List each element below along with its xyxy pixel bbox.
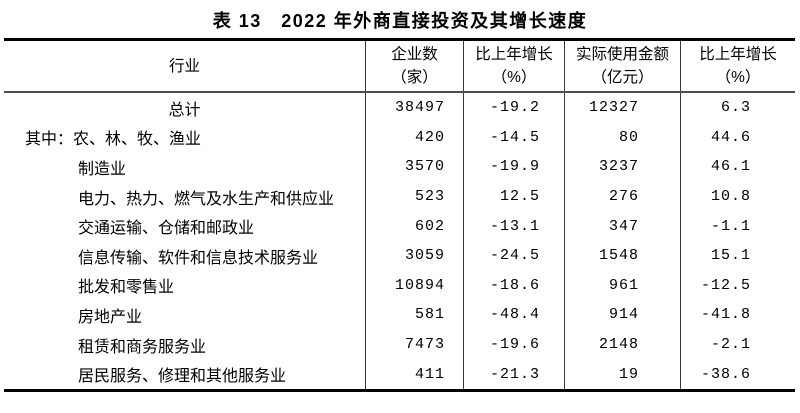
enterprises-growth-value: -18.6	[463, 270, 564, 301]
amount-growth-value: 44.6	[680, 122, 795, 153]
industry-name: 交通运输、仓储和邮政业	[78, 220, 255, 238]
table-row: 信息传输、软件和信息技术服务业 3059 -24.5 1548 15.1	[4, 240, 795, 271]
amount-growth-value: 15.1	[680, 240, 795, 271]
amount-value: 1548	[564, 240, 680, 271]
header-amount-label: 实际使用金额	[575, 46, 669, 63]
industry-name: 房地产业	[78, 308, 143, 326]
amount-value: 276	[564, 181, 680, 212]
header-amount-unit: （亿元）	[591, 69, 654, 86]
table-row: 其中： 农、林、牧、渔业 420 -14.5 80 44.6	[4, 122, 795, 153]
enterprises-value: 7473	[365, 329, 463, 360]
industry-cell: 房地产业	[4, 300, 365, 330]
header-amount-growth: 比上年增长 （%）	[680, 41, 795, 91]
row-prefix: 其中：	[25, 131, 74, 149]
table-row-total: 总计 38497 -19.2 12327 6.3	[4, 93, 795, 123]
header-enterprises-growth-label: 比上年增长	[475, 46, 553, 63]
industry-name: 总计	[168, 101, 201, 119]
table-row: 电力、热力、燃气及水生产和供应业 523 12.5 276 10.8	[4, 181, 795, 212]
industry-cell: 批发和零售业	[4, 271, 365, 301]
amount-growth-value: -41.8	[680, 300, 795, 330]
table-row: 居民服务、修理和其他服务业 411 -21.3 19 -38.6	[4, 359, 795, 389]
amount-growth-value: 10.8	[680, 181, 795, 212]
header-amount: 实际使用金额 （亿元）	[564, 41, 680, 91]
amount-growth-value: 6.3	[680, 93, 795, 123]
amount-value: 2148	[564, 329, 680, 360]
industry-name: 制造业	[78, 160, 127, 178]
enterprises-value: 38497	[365, 93, 463, 123]
amount-growth-value: -2.1	[680, 329, 795, 360]
enterprises-value: 411	[365, 359, 463, 389]
industry-cell: 其中： 农、林、牧、渔业	[4, 123, 365, 153]
header-enterprises-growth: 比上年增长 （%）	[463, 41, 564, 91]
enterprises-value: 523	[365, 181, 463, 212]
table-row: 租赁和商务服务业 7473 -19.6 2148 -2.1	[4, 329, 795, 360]
industry-cell: 交通运输、仓储和邮政业	[4, 211, 365, 241]
enterprises-growth-value: -14.5	[463, 122, 564, 153]
enterprises-value: 581	[365, 300, 463, 330]
amount-value: 19	[564, 359, 680, 389]
industry-name: 居民服务、修理和其他服务业	[78, 368, 287, 386]
industry-name: 租赁和商务服务业	[78, 338, 207, 356]
enterprises-growth-value: -13.1	[463, 211, 564, 241]
industry-cell: 总计	[4, 93, 365, 123]
amount-growth-value: -12.5	[680, 270, 795, 301]
enterprises-value: 602	[365, 211, 463, 241]
fdi-table: 行业 企业数 （家） 比上年增长 （%） 实际使用金额 （亿元） 比上年增长 （…	[4, 38, 795, 392]
header-enterprises-unit: （家）	[391, 69, 438, 86]
header-amount-growth-unit: （%）	[715, 69, 761, 86]
enterprises-value: 10894	[365, 270, 463, 301]
table-row: 制造业 3570 -19.9 3237 46.1	[4, 152, 795, 182]
amount-value: 347	[564, 211, 680, 241]
table-title: 表 13 2022 年外商直接投资及其增长速度	[212, 11, 588, 31]
industry-cell: 租赁和商务服务业	[4, 330, 365, 360]
industry-cell: 电力、热力、燃气及水生产和供应业	[4, 182, 365, 212]
industry-cell: 信息传输、软件和信息技术服务业	[4, 241, 365, 271]
industry-cell: 居民服务、修理和其他服务业	[4, 359, 365, 389]
header-enterprises-growth-unit: （%）	[491, 69, 537, 86]
table-header-row: 行业 企业数 （家） 比上年增长 （%） 实际使用金额 （亿元） 比上年增长 （…	[4, 41, 795, 93]
enterprises-growth-value: -24.5	[463, 240, 564, 271]
amount-value: 3237	[564, 152, 680, 182]
header-enterprises-label: 企业数	[391, 46, 438, 63]
header-industry: 行业	[4, 41, 365, 91]
industry-name: 信息传输、软件和信息技术服务业	[78, 249, 319, 267]
enterprises-value: 420	[365, 122, 463, 153]
amount-growth-value: -1.1	[680, 211, 795, 241]
industry-name: 电力、热力、燃气及水生产和供应业	[78, 190, 335, 208]
header-amount-growth-label: 比上年增长	[699, 46, 777, 63]
enterprises-growth-value: 12.5	[463, 181, 564, 212]
header-industry-label: 行业	[168, 57, 200, 75]
amount-value: 12327	[564, 93, 680, 123]
enterprises-growth-value: -48.4	[463, 300, 564, 330]
enterprises-growth-value: -21.3	[463, 359, 564, 389]
table-row: 交通运输、仓储和邮政业 602 -13.1 347 -1.1	[4, 211, 795, 241]
table-body: 总计 38497 -19.2 12327 6.3 其中： 农、林、牧、渔业 420…	[4, 93, 795, 389]
enterprises-growth-value: -19.6	[463, 329, 564, 360]
amount-value: 914	[564, 300, 680, 330]
table-row: 批发和零售业 10894 -18.6 961 -12.5	[4, 270, 795, 301]
industry-name: 批发和零售业	[78, 279, 175, 297]
industry-name: 农、林、牧、渔业	[73, 131, 202, 149]
enterprises-growth-value: -19.2	[463, 93, 564, 123]
header-enterprises: 企业数 （家）	[365, 41, 463, 91]
enterprises-value: 3570	[365, 152, 463, 182]
amount-value: 961	[564, 270, 680, 301]
industry-cell: 制造业	[4, 152, 365, 182]
amount-growth-value: -38.6	[680, 359, 795, 389]
table-row: 房地产业 581 -48.4 914 -41.8	[4, 300, 795, 330]
amount-value: 80	[564, 122, 680, 153]
enterprises-value: 3059	[365, 240, 463, 271]
enterprises-growth-value: -19.9	[463, 152, 564, 182]
amount-growth-value: 46.1	[680, 152, 795, 182]
